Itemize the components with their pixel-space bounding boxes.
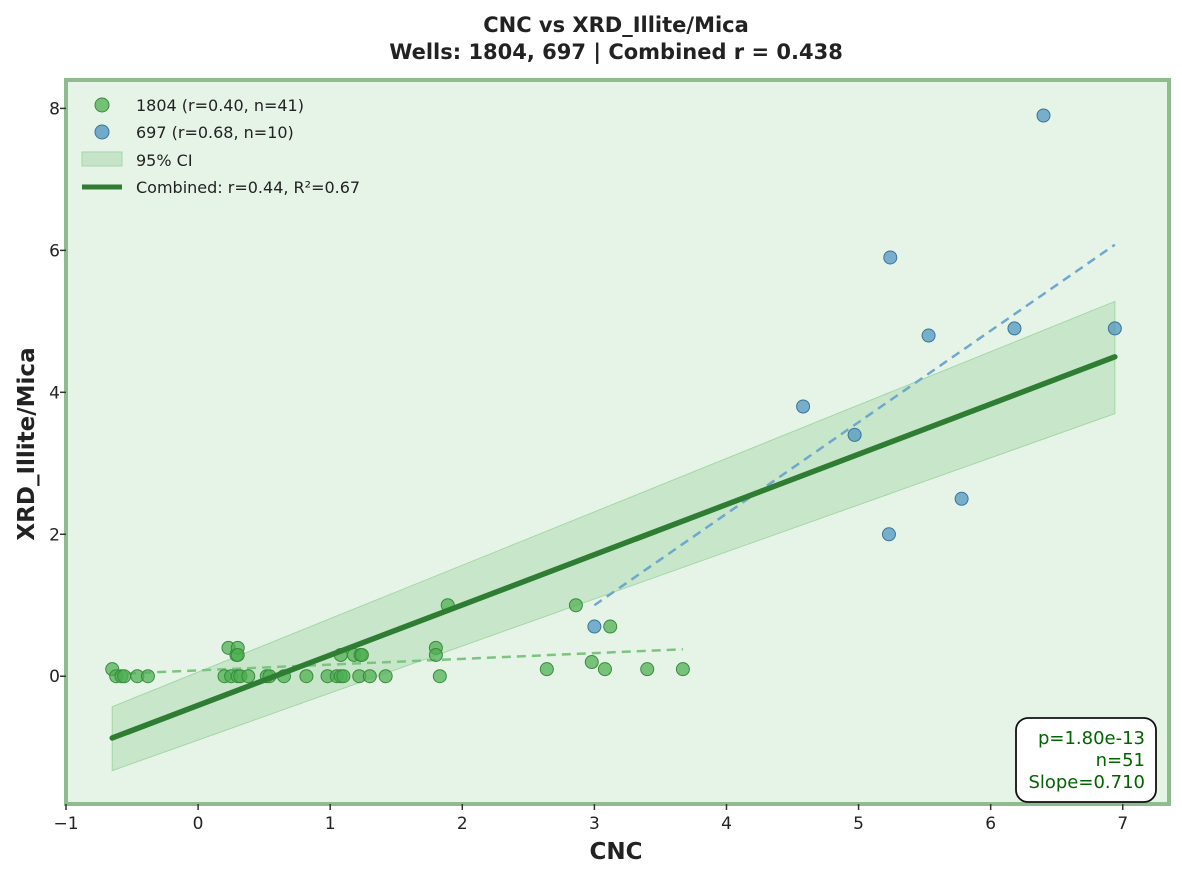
x-tick-label: 2 <box>457 814 468 834</box>
point-1804 <box>603 619 618 634</box>
point-1804 <box>584 655 599 670</box>
point-697 <box>921 328 936 343</box>
point-1804 <box>568 598 583 613</box>
y-tick-label: 6 <box>49 241 60 261</box>
x-tick-label: 4 <box>721 814 732 834</box>
chart-title: CNC vs XRD_Illite/Mica <box>483 13 749 37</box>
x-axis: −1 0 1 2 3 4 5 6 7 <box>53 804 1128 834</box>
x-axis-label: CNC <box>589 839 642 865</box>
y-tick-label: 0 <box>49 667 60 687</box>
legend-marker-1804 <box>94 97 110 113</box>
point-1804 <box>597 662 612 677</box>
point-1804 <box>241 669 256 684</box>
plot-frame <box>64 78 1171 806</box>
legend-marker-697 <box>94 124 110 140</box>
point-697 <box>1007 321 1022 336</box>
point-1804 <box>230 647 245 662</box>
y-tick-label: 4 <box>49 383 60 403</box>
point-697 <box>881 527 896 542</box>
point-1804 <box>539 662 554 677</box>
x-tick-label: 0 <box>193 814 204 834</box>
x-tick-label: 6 <box>985 814 996 834</box>
x-tick-label: 7 <box>1117 814 1128 834</box>
fit-line-697 <box>593 243 1116 607</box>
point-1804 <box>675 662 690 677</box>
legend: 1804 (r=0.40, n=41) 697 (r=0.68, n=10) 9… <box>81 96 360 197</box>
point-697 <box>847 427 862 442</box>
point-1804 <box>432 669 447 684</box>
y-tick-label: 2 <box>49 525 60 545</box>
y-axis-label: XRD_Illite/Mica <box>14 347 40 540</box>
stats-n: n=51 <box>1096 750 1145 771</box>
fit-lines-layer <box>112 243 1116 676</box>
point-697 <box>1107 321 1122 336</box>
stats-box: p=1.80e-13 n=51 Slope=0.710 <box>1015 717 1157 803</box>
legend-swatch-ci <box>81 151 123 167</box>
chart-subtitle: Wells: 1804, 697 | Combined r = 0.438 <box>389 40 843 65</box>
combined-fit-layer <box>109 354 1118 741</box>
legend-label-1804: 1804 (r=0.40, n=41) <box>136 96 304 115</box>
stats-box-frame <box>1015 717 1157 803</box>
legend-label-697: 697 (r=0.68, n=10) <box>136 123 294 142</box>
point-1804 <box>299 669 314 684</box>
y-axis: 0 2 4 6 8 <box>49 99 66 687</box>
point-1804 <box>336 669 351 684</box>
fit-line-1804 <box>112 648 683 676</box>
point-1804 <box>378 669 393 684</box>
point-697 <box>587 619 602 634</box>
point-1804 <box>117 669 132 684</box>
point-1804 <box>354 647 369 662</box>
point-697 <box>954 491 969 506</box>
x-tick-label: −1 <box>53 814 78 834</box>
point-697 <box>883 250 898 265</box>
y-tick-label: 8 <box>49 99 60 119</box>
point-697 <box>1036 108 1051 123</box>
point-1804 <box>140 669 155 684</box>
legend-label-combined: Combined: r=0.44, R²=0.67 <box>136 178 360 197</box>
x-tick-label: 3 <box>589 814 600 834</box>
combined-fit-line <box>109 354 1118 741</box>
x-tick-label: 5 <box>853 814 864 834</box>
point-1804 <box>362 669 377 684</box>
stats-p-value: p=1.80e-13 <box>1038 728 1145 749</box>
point-1804 <box>428 647 443 662</box>
legend-label-ci: 95% CI <box>136 151 193 170</box>
stats-slope: Slope=0.710 <box>1028 772 1145 793</box>
x-tick-label: 1 <box>325 814 336 834</box>
point-1804 <box>640 662 655 677</box>
points-layer <box>105 108 1122 684</box>
point-697 <box>796 399 811 414</box>
